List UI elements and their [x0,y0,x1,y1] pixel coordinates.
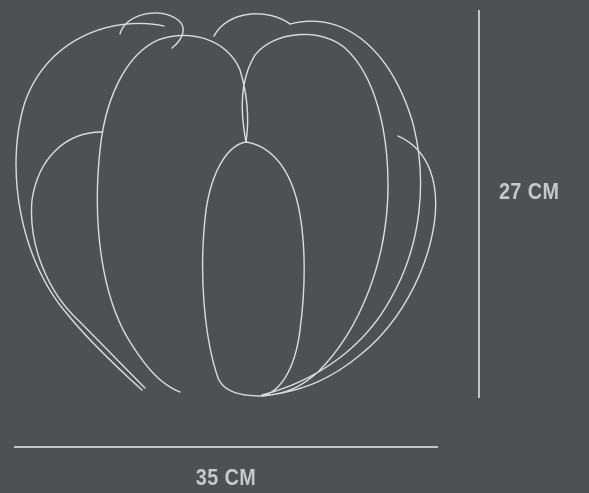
petal-outer-right [261,20,422,396]
petal-side-left [30,131,146,389]
petal-front-left [96,34,249,393]
petal-back-left [119,12,184,49]
petal-front-center [201,141,305,397]
width-dimension-label: 35 CM [195,464,257,490]
petal-front-right [241,33,389,397]
petal-side-right [261,135,437,397]
height-dimension-label: 27 CM [499,178,560,204]
petal-outer-left [15,22,165,391]
petal-back-right [213,13,291,37]
